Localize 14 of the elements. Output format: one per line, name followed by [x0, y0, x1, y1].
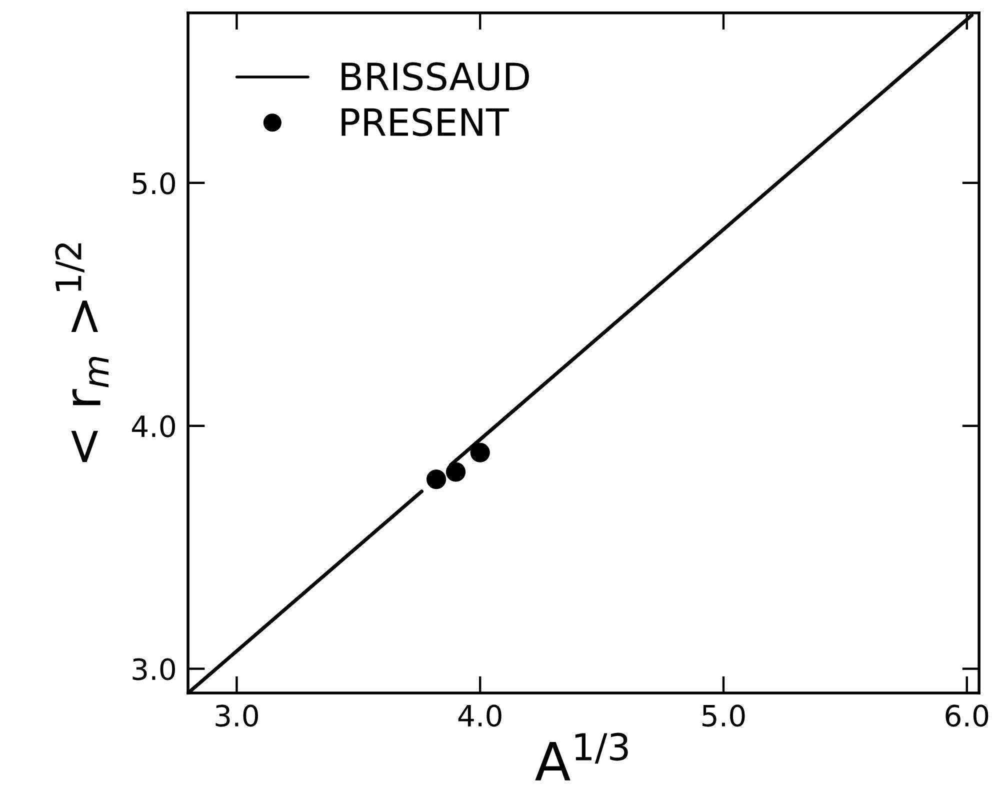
- x-axis-title: A$^{1/3}$: [535, 732, 628, 780]
- x-tick-label: 3.0: [216, 704, 258, 727]
- point: [470, 442, 490, 462]
- y-tick-label: 5.0: [132, 172, 175, 194]
- x-tick-label: 5.0: [702, 704, 745, 727]
- legend-label: BRISSAUD: [342, 62, 529, 91]
- y-tick-label: 3.0: [132, 658, 175, 680]
- point: [426, 469, 446, 490]
- x-tick-label: 6.0: [946, 704, 988, 727]
- legend-label: PRESENT: [342, 108, 509, 136]
- point: [446, 462, 466, 482]
- x-tick-label: 4.0: [458, 704, 502, 727]
- y-axis-title: < r$_{m}$ >$^{1/2}$: [55, 243, 109, 462]
- y-tick-label: 4.0: [132, 415, 175, 438]
